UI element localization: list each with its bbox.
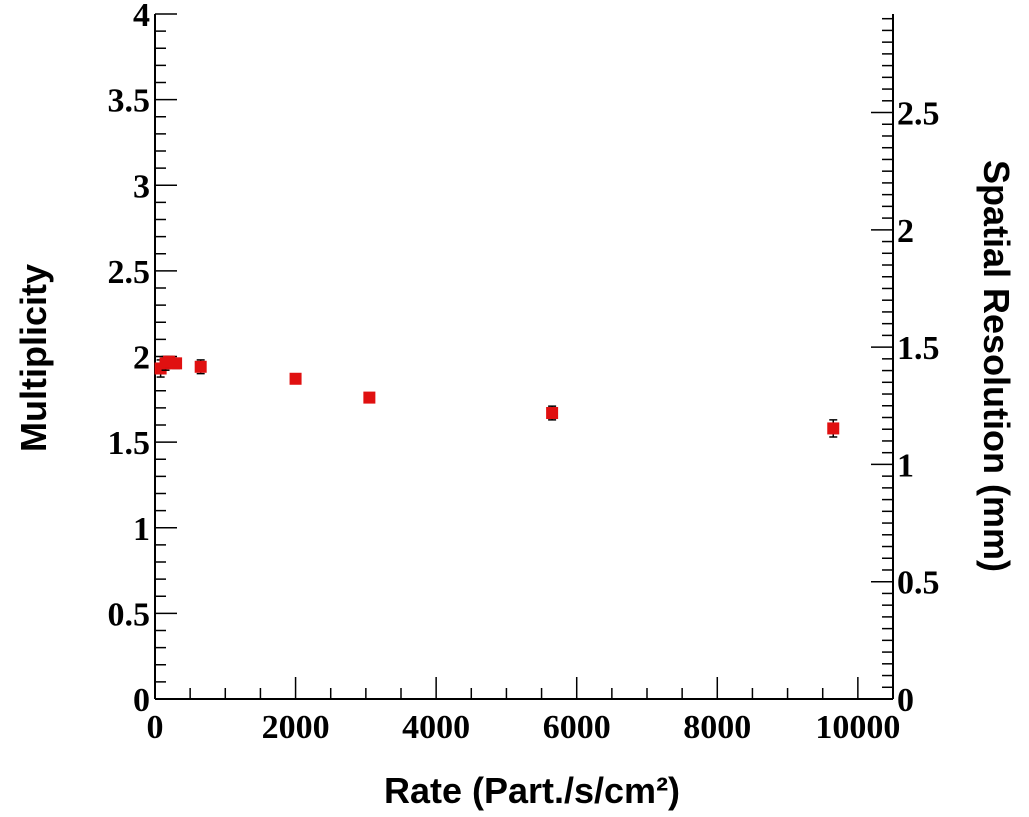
data-point	[289, 372, 302, 385]
y2-tick-label: 0.5	[897, 565, 940, 602]
y-tick-label: 4	[133, 0, 150, 34]
y-tick-label: 2	[133, 340, 150, 377]
y2-tick-label: 1.5	[897, 330, 940, 367]
x-tick-label: 4000	[402, 709, 470, 746]
x-tick-label: 2000	[262, 709, 330, 746]
y-axis-title: Multiplicity	[13, 264, 54, 452]
x-tick-label: 0	[147, 709, 164, 746]
x-tick-labels: 0 2000 4000 6000 8000 10000	[147, 709, 901, 746]
y-tick-labels: 0 0.5 1 1.5 2 2.5 3 3.5 4	[108, 0, 151, 719]
x-axis-title: Rate (Part./s/cm²)	[384, 770, 680, 811]
y2-tick-label: 1	[897, 447, 914, 484]
major-ticks	[154, 13, 893, 700]
y2-tick-label: 0	[897, 682, 914, 719]
x-tick-label: 6000	[543, 709, 611, 746]
y-tick-label: 1	[133, 511, 150, 548]
plot-frame	[154, 14, 894, 700]
y2-tick-label: 2	[897, 213, 914, 250]
y2-tick-labels: 0 0.5 1 1.5 2 2.5	[897, 96, 940, 719]
data-point	[363, 391, 376, 404]
y-tick-label: 3.5	[108, 83, 151, 120]
x-tick-label: 8000	[683, 709, 751, 746]
data-point	[194, 360, 207, 373]
y-tick-label: 0.5	[108, 596, 151, 633]
data-point	[827, 422, 840, 435]
y2-axis-title: Spatial Resolution (mm)	[976, 160, 1017, 572]
y2-tick-label: 2.5	[897, 96, 940, 133]
data-point	[546, 407, 559, 420]
y-tick-label: 3	[133, 168, 150, 205]
data-point	[170, 357, 183, 370]
x-tick-label: 10000	[815, 709, 900, 746]
minor-ticks	[155, 17, 894, 699]
data-points	[154, 355, 840, 438]
y-tick-label: 0	[133, 682, 150, 719]
y-tick-label: 1.5	[108, 425, 151, 462]
y-tick-label: 2.5	[108, 254, 151, 291]
